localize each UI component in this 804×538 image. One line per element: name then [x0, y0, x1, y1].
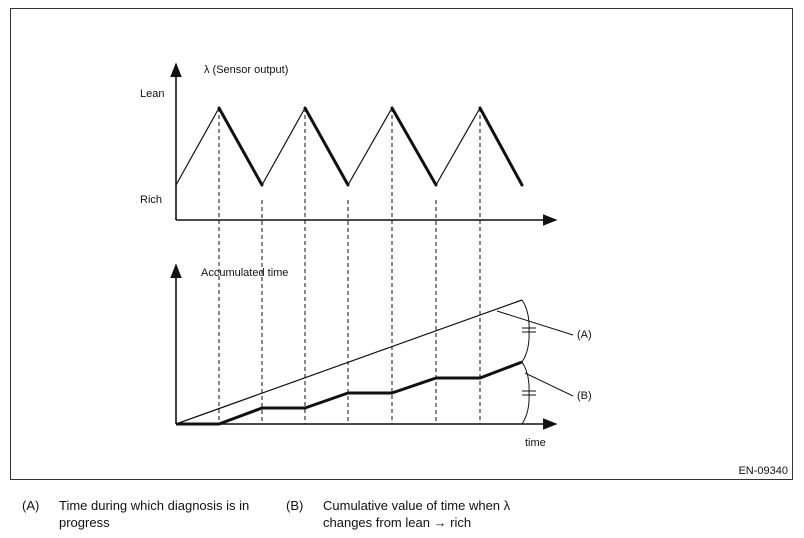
line-a-total-time: [175, 299, 523, 425]
brace-b: [521, 361, 530, 425]
bottom-y-axis-label: Accumulated time: [201, 267, 288, 279]
difference-braces: [521, 299, 536, 425]
line-b-cumulative-time: [176, 360, 523, 426]
figure-id: EN-09340: [738, 465, 788, 477]
wave-rise-3: [347, 107, 393, 186]
figure-frame: [10, 8, 793, 480]
dashed-guides: [218, 108, 481, 424]
callout-b: (B): [577, 390, 592, 402]
wave-rise-1: [175, 107, 220, 186]
lean-level-label: Lean: [140, 88, 164, 100]
brace-a: [521, 299, 530, 363]
legend-text-b-line1: Cumulative value of time when λ: [323, 498, 511, 513]
legend-key-b: (B): [286, 498, 304, 513]
wave-rise-2: [261, 107, 306, 186]
sensor-waveform: [175, 106, 524, 187]
wave-fall-1: [217, 106, 264, 187]
wave-fall-4: [478, 106, 524, 187]
callout-a: (A): [577, 329, 592, 341]
wave-fall-2: [303, 106, 350, 187]
wave-rise-4: [435, 107, 481, 186]
legend-key-a: (A): [22, 498, 40, 513]
wave-fall-3: [390, 106, 438, 187]
legend-text-a-line2: progress: [59, 515, 110, 530]
leader-b: [524, 372, 574, 397]
time-axis-label: time: [525, 437, 546, 449]
top-y-axis-label: λ (Sensor output): [204, 64, 288, 76]
legend-text-a-line1: Time during which diagnosis is in: [59, 498, 250, 513]
rich-level-label: Rich: [140, 194, 162, 206]
legend-text-b-line2: changes from lean → rich: [323, 515, 472, 530]
leader-a: [496, 310, 574, 336]
